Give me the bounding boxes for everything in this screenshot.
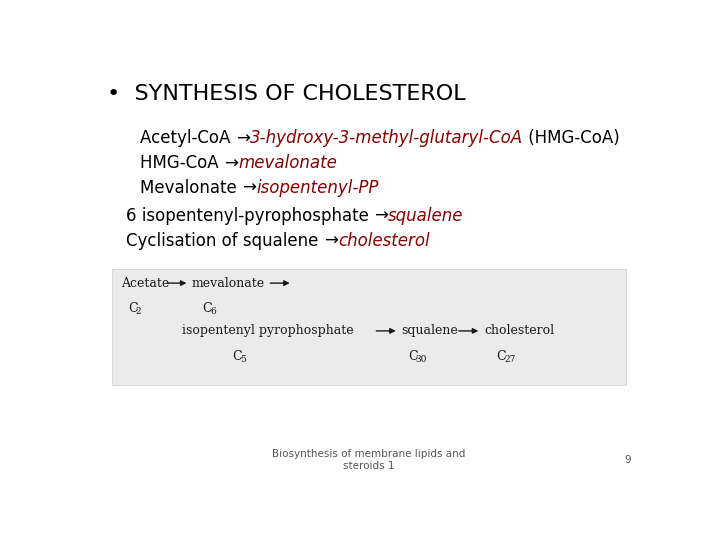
Text: C: C bbox=[203, 302, 212, 315]
Text: mevalonate: mevalonate bbox=[238, 154, 337, 172]
FancyBboxPatch shape bbox=[112, 268, 626, 385]
Text: isopentenyl-PP: isopentenyl-PP bbox=[256, 179, 379, 197]
Text: →: → bbox=[374, 207, 388, 225]
Text: isopentenyl pyrophosphate: isopentenyl pyrophosphate bbox=[182, 325, 354, 338]
Text: C: C bbox=[408, 349, 418, 363]
Text: C: C bbox=[128, 302, 138, 315]
Text: →: → bbox=[236, 129, 250, 147]
Text: squalene: squalene bbox=[401, 325, 458, 338]
Text: mevalonate: mevalonate bbox=[192, 276, 265, 289]
Text: →: → bbox=[224, 154, 238, 172]
Text: Acetyl-CoA: Acetyl-CoA bbox=[140, 129, 236, 147]
Text: 3-hydroxy-3-methyl-glutaryl-CoA: 3-hydroxy-3-methyl-glutaryl-CoA bbox=[250, 129, 523, 147]
Text: HMG-CoA: HMG-CoA bbox=[140, 154, 224, 172]
Text: Acetate: Acetate bbox=[121, 276, 169, 289]
Text: 6: 6 bbox=[210, 307, 216, 316]
Text: cholesterol: cholesterol bbox=[338, 232, 429, 250]
Text: C: C bbox=[233, 349, 242, 363]
Text: 30: 30 bbox=[416, 355, 427, 363]
Text: squalene: squalene bbox=[388, 207, 464, 225]
Text: •  SYNTHESIS OF CHOLESTEROL: • SYNTHESIS OF CHOLESTEROL bbox=[107, 84, 465, 104]
Text: C: C bbox=[496, 349, 506, 363]
Text: 2: 2 bbox=[136, 307, 141, 316]
Text: cholesterol: cholesterol bbox=[484, 325, 554, 338]
Text: (HMG-CoA): (HMG-CoA) bbox=[523, 129, 620, 147]
Text: 9: 9 bbox=[625, 455, 631, 465]
Text: Mevalonate: Mevalonate bbox=[140, 179, 242, 197]
Text: Cyclisation of squalene: Cyclisation of squalene bbox=[126, 232, 324, 250]
Text: →: → bbox=[242, 179, 256, 197]
Text: 6 isopentenyl-pyrophosphate: 6 isopentenyl-pyrophosphate bbox=[126, 207, 374, 225]
Text: 5: 5 bbox=[240, 355, 246, 363]
Text: →: → bbox=[324, 232, 338, 250]
Text: 27: 27 bbox=[504, 355, 516, 363]
Text: Biosynthesis of membrane lipids and
steroids 1: Biosynthesis of membrane lipids and ster… bbox=[272, 449, 466, 470]
